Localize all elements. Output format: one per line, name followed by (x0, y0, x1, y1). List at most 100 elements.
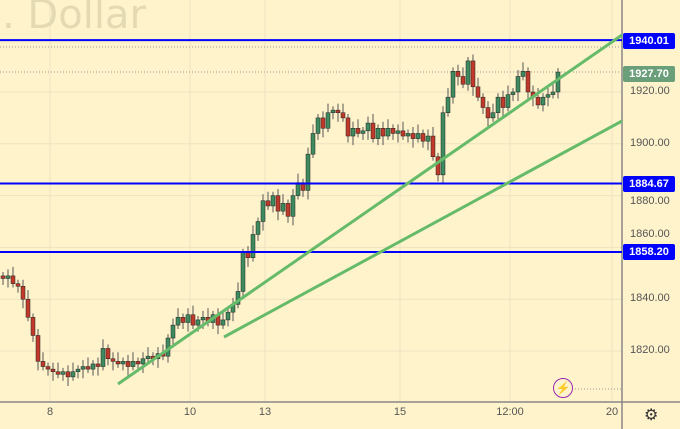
candle-body (0, 275, 6, 279)
candle-body (395, 130, 401, 134)
candle-body (345, 117, 351, 137)
x-tick: 10 (183, 406, 197, 418)
x-tick: 20 (605, 406, 619, 418)
candle-body (455, 71, 461, 77)
candle-body (450, 71, 456, 98)
candle-body (40, 361, 46, 367)
candle-body (170, 324, 176, 339)
candle-body (390, 128, 396, 134)
candle-body (55, 371, 61, 375)
candle-body (315, 117, 321, 134)
candle-body (375, 128, 381, 139)
candle-body (490, 112, 496, 119)
candle-body (400, 130, 406, 137)
candle-body (535, 96, 541, 106)
symbol-watermark: . Dollar (2, 0, 146, 38)
candle-body (410, 133, 416, 139)
candle-body (20, 286, 26, 300)
candle-body (510, 91, 516, 95)
candle-body (10, 275, 16, 284)
y-tick: 1880.00 (630, 195, 670, 207)
candle-body (385, 128, 391, 137)
level-tag-1858[interactable]: 1858.20 (623, 244, 675, 260)
candle-body (285, 203, 291, 217)
candle-body (485, 107, 491, 119)
candle-body (280, 203, 286, 212)
candle-body (405, 133, 411, 137)
y-tick: 1920.00 (630, 85, 670, 97)
candle-body (520, 71, 526, 77)
candle-body (320, 117, 326, 129)
candle-body (425, 135, 431, 142)
candle-body (70, 371, 76, 378)
candle-body (545, 94, 551, 98)
candle-body (15, 283, 21, 287)
candle-body (335, 109, 341, 113)
candle-body (275, 195, 281, 212)
candle-body (255, 221, 261, 235)
candle-body (435, 156, 441, 176)
candle-body (325, 112, 331, 129)
candle-body (270, 195, 276, 207)
trendline (223, 119, 623, 339)
candle-body (305, 153, 311, 191)
candle-body (105, 348, 111, 360)
candle-body (185, 314, 191, 323)
candle-body (75, 368, 81, 372)
level-tag-1940[interactable]: 1940.01 (623, 33, 675, 49)
candle-body (30, 317, 36, 336)
x-tick: 15 (393, 406, 407, 418)
candle-body (125, 361, 131, 367)
candle-body (350, 128, 356, 137)
candle-body (220, 319, 226, 326)
candle-body (190, 314, 196, 326)
candle-body (110, 358, 116, 362)
candle-body (505, 94, 511, 108)
candle-body (120, 361, 126, 365)
last-price-tag: 1927.70 (623, 66, 675, 82)
candle-body (460, 76, 466, 85)
candle-body (515, 76, 521, 93)
candle-body (45, 366, 51, 370)
candle-body (500, 96, 506, 108)
candle-body (115, 361, 121, 365)
candle-body (430, 135, 436, 157)
candle-body (225, 311, 231, 321)
lightning-icon[interactable]: ⚡ (553, 378, 573, 398)
candle-body (85, 366, 91, 370)
x-tick: 8 (46, 406, 54, 418)
candle-body (365, 122, 371, 132)
candle-body (475, 86, 481, 98)
x-tick: 12:00 (496, 406, 524, 418)
candle-body (420, 133, 426, 142)
candle-body (200, 317, 206, 321)
candle-body (470, 60, 476, 88)
candle-body (310, 133, 316, 155)
trendline (117, 33, 623, 386)
candle-body (135, 361, 141, 365)
gear-icon[interactable]: ⚙ (644, 407, 659, 424)
candle-body (130, 361, 136, 367)
candle-body (95, 363, 101, 367)
candle-body (180, 317, 186, 323)
candle-body (290, 195, 296, 217)
candle-body (295, 182, 301, 196)
x-tick: 13 (258, 406, 272, 418)
candle-body (415, 133, 421, 139)
candle-body (380, 128, 386, 137)
candle-body (240, 252, 246, 292)
candle-body (145, 355, 151, 360)
candle-body (80, 366, 86, 370)
candle-body (525, 71, 531, 93)
candle-body (50, 368, 56, 372)
level-tag-1884[interactable]: 1884.67 (623, 176, 675, 192)
candle-body (195, 319, 201, 326)
candle-body (260, 200, 266, 222)
y-tick: 1840.00 (630, 292, 670, 304)
candle-body (440, 112, 446, 176)
y-tick: 1820.00 (630, 344, 670, 356)
candle-body (355, 128, 361, 134)
candle-body (25, 298, 31, 318)
candle-body (330, 109, 336, 113)
